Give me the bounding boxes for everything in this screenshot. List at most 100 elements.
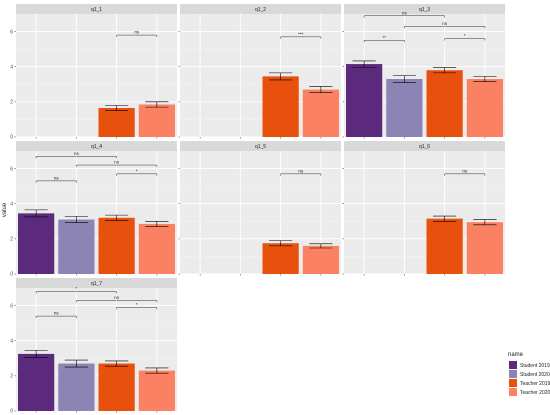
error-bar [392, 75, 416, 83]
panel-q1-2: q1_2 *** [178, 4, 341, 139]
panel-q1-4: q1_4 0 2 4 6 ns * ns ns [10, 141, 177, 278]
legend-entry: Student 2020 [509, 370, 550, 378]
bar-student-2020 [58, 363, 95, 411]
facet-label: q1_1 [91, 7, 102, 13]
y-tick-label: 2 [10, 100, 13, 106]
significance-bracket: ns [280, 168, 322, 176]
panel-q1-7: q1_7 0 2 4 6 ns * * ns [10, 278, 177, 415]
significance-bracket: ns [363, 10, 445, 18]
bar-student-2019 [346, 64, 383, 137]
bar-student-2020 [58, 219, 95, 274]
significance-bracket: ns [116, 30, 158, 38]
error-bar [473, 219, 497, 226]
significance-label: * [75, 286, 77, 291]
significance-bracket: ns [404, 21, 486, 29]
error-bar [145, 220, 169, 227]
bar-teacher-2019 [98, 108, 135, 137]
bracket-line [35, 180, 77, 183]
bar-teacher-2019 [426, 218, 463, 274]
y-tick-label: 6 [10, 166, 13, 172]
y-tick-label: 4 [10, 201, 13, 207]
bracket-line [116, 34, 158, 38]
error-bar [64, 216, 88, 223]
significance-bracket: ns [35, 311, 77, 319]
bracket-line [404, 26, 486, 29]
legend-label: Teacher 2019 [520, 381, 550, 387]
legend: name Student 2019 Student 2020 Teacher 201… [508, 352, 550, 396]
significance-bracket: ns [76, 295, 158, 303]
bracket-line [363, 40, 405, 43]
y-tick-label: 0 [10, 409, 13, 415]
significance-bracket: ** [363, 35, 405, 43]
significance-label: * [136, 302, 138, 307]
significance-label: ns [54, 175, 60, 180]
bar-teacher-2019 [262, 76, 299, 137]
bar-teacher-2020 [138, 104, 175, 137]
facet-strip [180, 4, 341, 14]
facet-label: q1_5 [255, 144, 266, 150]
bar-teacher-2019 [426, 70, 463, 137]
bracket-line [116, 307, 158, 310]
error-bar [433, 67, 457, 74]
legend-entry: Teacher 2019 [509, 379, 550, 387]
significance-label: ns [54, 311, 60, 316]
bar-teacher-2020 [138, 223, 175, 274]
significance-bracket: ns [35, 175, 77, 183]
legend-label: Student 2019 [520, 363, 550, 369]
significance-label: ns [74, 151, 80, 156]
bracket-line [363, 15, 445, 18]
significance-label: ns [442, 21, 448, 26]
y-axis-title: value [2, 202, 8, 217]
legend-swatch [509, 370, 517, 378]
error-bar [473, 76, 497, 82]
legend-swatch [509, 361, 517, 369]
bracket-line [280, 36, 322, 39]
significance-label: ns [402, 10, 408, 15]
legend-swatch [509, 379, 517, 387]
legend-items: Student 2019 Student 2020 Teacher 2019 Teac… [509, 361, 550, 396]
facet-strip [16, 4, 177, 14]
error-bar [309, 86, 333, 94]
error-bar [24, 209, 48, 218]
bar-teacher-2019 [262, 243, 299, 274]
facet-label: q1_3 [419, 7, 430, 13]
significance-label: * [136, 168, 138, 173]
facet-strip [344, 4, 505, 14]
significance-label: ns [134, 30, 140, 35]
error-bar [105, 105, 129, 111]
significance-label: ** [382, 35, 386, 40]
facet-strip [16, 278, 177, 288]
bracket-line [444, 173, 486, 176]
bar-student-2019 [18, 213, 55, 274]
error-bar [105, 214, 129, 221]
significance-bracket: ns [444, 168, 486, 176]
significance-bracket: ns [76, 160, 158, 168]
legend-label: Teacher 2020 [520, 390, 550, 396]
legend-entry: Student 2019 [509, 361, 550, 369]
panel-q1-1: q1_1 0 2 4 6 ns [10, 4, 177, 141]
bar-teacher-2019 [98, 217, 135, 274]
error-bar [269, 240, 293, 247]
significance-bracket: * [35, 286, 117, 294]
significance-bracket: * [116, 168, 158, 176]
error-bar [352, 60, 376, 68]
bracket-line [76, 300, 158, 303]
error-bar [105, 360, 129, 367]
legend-title: name [508, 352, 524, 358]
error-bar [24, 350, 48, 358]
significance-bracket: ns [35, 151, 117, 159]
bracket-line [280, 173, 322, 176]
legend-label: Student 2020 [520, 372, 550, 378]
facet-strip [180, 141, 341, 151]
facet-strip [344, 141, 505, 151]
significance-bracket: * [444, 33, 486, 41]
y-tick-label: 6 [10, 303, 13, 309]
bracket-line [76, 164, 158, 168]
bar-student-2019 [18, 353, 55, 411]
y-tick-label: 2 [10, 237, 13, 243]
error-bar [309, 243, 333, 249]
significance-label: ns [298, 168, 304, 173]
error-bar [145, 101, 169, 108]
